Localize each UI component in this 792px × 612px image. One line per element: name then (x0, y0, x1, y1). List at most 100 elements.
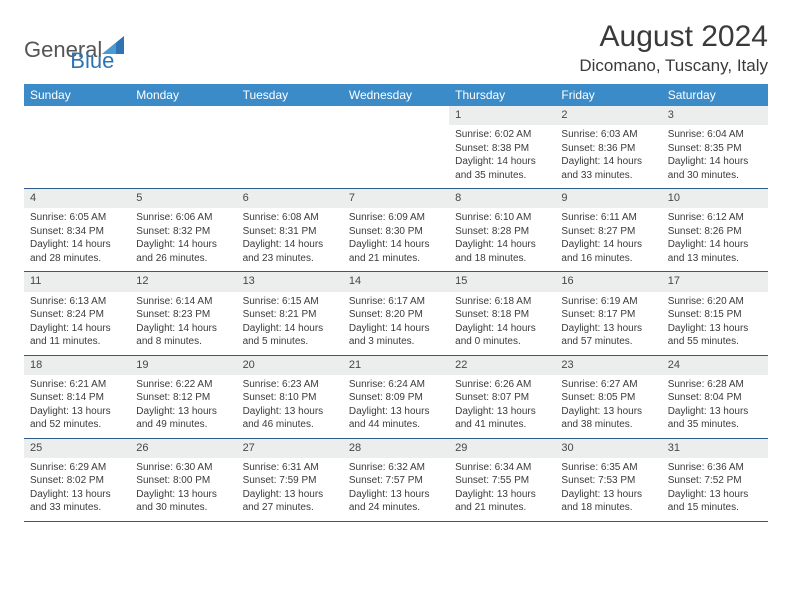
day-header: Saturday (662, 84, 768, 106)
calendar-day-cell: 26Sunrise: 6:30 AMSunset: 8:00 PMDayligh… (130, 439, 236, 521)
day-number: 4 (24, 189, 130, 208)
sunrise-text: Sunrise: 6:34 AM (455, 461, 549, 475)
day-number: 6 (237, 189, 343, 208)
sunset-text: Sunset: 8:32 PM (136, 225, 230, 239)
day-header: Sunday (24, 84, 130, 106)
sunrise-text: Sunrise: 6:32 AM (349, 461, 443, 475)
calendar-grid: SundayMondayTuesdayWednesdayThursdayFrid… (24, 84, 768, 522)
sunset-text: Sunset: 8:07 PM (455, 391, 549, 405)
day-number: 15 (449, 272, 555, 291)
calendar-day-cell: 6Sunrise: 6:08 AMSunset: 8:31 PMDaylight… (237, 189, 343, 271)
daylight-text: Daylight: 14 hours and 23 minutes. (243, 238, 337, 265)
sunrise-text: Sunrise: 6:10 AM (455, 211, 549, 225)
day-number: 20 (237, 356, 343, 375)
location-text: Dicomano, Tuscany, Italy (579, 56, 768, 76)
calendar-day-cell: 16Sunrise: 6:19 AMSunset: 8:17 PMDayligh… (555, 272, 661, 354)
daylight-text: Daylight: 13 hours and 21 minutes. (455, 488, 549, 515)
day-details: Sunrise: 6:21 AMSunset: 8:14 PMDaylight:… (24, 375, 130, 438)
day-details: Sunrise: 6:29 AMSunset: 8:02 PMDaylight:… (24, 458, 130, 521)
month-title: August 2024 (579, 20, 768, 54)
day-number: 11 (24, 272, 130, 291)
calendar-day-cell: 1Sunrise: 6:02 AMSunset: 8:38 PMDaylight… (449, 106, 555, 188)
sunset-text: Sunset: 8:17 PM (561, 308, 655, 322)
sunrise-text: Sunrise: 6:08 AM (243, 211, 337, 225)
sunrise-text: Sunrise: 6:36 AM (668, 461, 762, 475)
day-details: Sunrise: 6:13 AMSunset: 8:24 PMDaylight:… (24, 292, 130, 355)
calendar-empty-cell (343, 106, 449, 188)
calendar-day-cell: 19Sunrise: 6:22 AMSunset: 8:12 PMDayligh… (130, 356, 236, 438)
sunrise-text: Sunrise: 6:31 AM (243, 461, 337, 475)
daylight-text: Daylight: 13 hours and 44 minutes. (349, 405, 443, 432)
calendar-day-cell: 8Sunrise: 6:10 AMSunset: 8:28 PMDaylight… (449, 189, 555, 271)
day-details: Sunrise: 6:27 AMSunset: 8:05 PMDaylight:… (555, 375, 661, 438)
calendar-week-row: 18Sunrise: 6:21 AMSunset: 8:14 PMDayligh… (24, 356, 768, 439)
daylight-text: Daylight: 13 hours and 52 minutes. (30, 405, 124, 432)
calendar-day-cell: 31Sunrise: 6:36 AMSunset: 7:52 PMDayligh… (662, 439, 768, 521)
sunrise-text: Sunrise: 6:03 AM (561, 128, 655, 142)
calendar-day-cell: 30Sunrise: 6:35 AMSunset: 7:53 PMDayligh… (555, 439, 661, 521)
day-details: Sunrise: 6:08 AMSunset: 8:31 PMDaylight:… (237, 208, 343, 271)
day-details: Sunrise: 6:20 AMSunset: 8:15 PMDaylight:… (662, 292, 768, 355)
day-details: Sunrise: 6:03 AMSunset: 8:36 PMDaylight:… (555, 125, 661, 188)
daylight-text: Daylight: 13 hours and 57 minutes. (561, 322, 655, 349)
weeks-container: 1Sunrise: 6:02 AMSunset: 8:38 PMDaylight… (24, 106, 768, 522)
sunset-text: Sunset: 8:36 PM (561, 142, 655, 156)
sunrise-text: Sunrise: 6:28 AM (668, 378, 762, 392)
day-details: Sunrise: 6:09 AMSunset: 8:30 PMDaylight:… (343, 208, 449, 271)
calendar-day-cell: 15Sunrise: 6:18 AMSunset: 8:18 PMDayligh… (449, 272, 555, 354)
sunset-text: Sunset: 8:30 PM (349, 225, 443, 239)
sunset-text: Sunset: 8:23 PM (136, 308, 230, 322)
daylight-text: Daylight: 14 hours and 8 minutes. (136, 322, 230, 349)
day-header: Wednesday (343, 84, 449, 106)
daylight-text: Daylight: 14 hours and 30 minutes. (668, 155, 762, 182)
day-number: 26 (130, 439, 236, 458)
sunrise-text: Sunrise: 6:06 AM (136, 211, 230, 225)
daylight-text: Daylight: 13 hours and 27 minutes. (243, 488, 337, 515)
calendar-day-cell: 17Sunrise: 6:20 AMSunset: 8:15 PMDayligh… (662, 272, 768, 354)
day-number: 31 (662, 439, 768, 458)
day-number: 7 (343, 189, 449, 208)
calendar-day-cell: 20Sunrise: 6:23 AMSunset: 8:10 PMDayligh… (237, 356, 343, 438)
sunrise-text: Sunrise: 6:21 AM (30, 378, 124, 392)
sunrise-text: Sunrise: 6:22 AM (136, 378, 230, 392)
day-number: 14 (343, 272, 449, 291)
day-number: 30 (555, 439, 661, 458)
day-details: Sunrise: 6:19 AMSunset: 8:17 PMDaylight:… (555, 292, 661, 355)
day-header: Thursday (449, 84, 555, 106)
calendar-day-cell: 10Sunrise: 6:12 AMSunset: 8:26 PMDayligh… (662, 189, 768, 271)
sunrise-text: Sunrise: 6:26 AM (455, 378, 549, 392)
day-details: Sunrise: 6:23 AMSunset: 8:10 PMDaylight:… (237, 375, 343, 438)
day-number: 12 (130, 272, 236, 291)
sunset-text: Sunset: 7:52 PM (668, 474, 762, 488)
day-number: 21 (343, 356, 449, 375)
day-details: Sunrise: 6:04 AMSunset: 8:35 PMDaylight:… (662, 125, 768, 188)
sunset-text: Sunset: 8:00 PM (136, 474, 230, 488)
sunrise-text: Sunrise: 6:18 AM (455, 295, 549, 309)
sunrise-text: Sunrise: 6:30 AM (136, 461, 230, 475)
sunrise-text: Sunrise: 6:24 AM (349, 378, 443, 392)
day-details: Sunrise: 6:17 AMSunset: 8:20 PMDaylight:… (343, 292, 449, 355)
calendar-day-cell: 28Sunrise: 6:32 AMSunset: 7:57 PMDayligh… (343, 439, 449, 521)
sunset-text: Sunset: 8:24 PM (30, 308, 124, 322)
sunrise-text: Sunrise: 6:05 AM (30, 211, 124, 225)
day-number: 5 (130, 189, 236, 208)
day-details: Sunrise: 6:06 AMSunset: 8:32 PMDaylight:… (130, 208, 236, 271)
sunrise-text: Sunrise: 6:13 AM (30, 295, 124, 309)
calendar-day-cell: 22Sunrise: 6:26 AMSunset: 8:07 PMDayligh… (449, 356, 555, 438)
sunrise-text: Sunrise: 6:09 AM (349, 211, 443, 225)
day-number: 27 (237, 439, 343, 458)
calendar-day-cell: 14Sunrise: 6:17 AMSunset: 8:20 PMDayligh… (343, 272, 449, 354)
day-details: Sunrise: 6:14 AMSunset: 8:23 PMDaylight:… (130, 292, 236, 355)
sunset-text: Sunset: 8:02 PM (30, 474, 124, 488)
day-number: 22 (449, 356, 555, 375)
calendar-day-cell: 12Sunrise: 6:14 AMSunset: 8:23 PMDayligh… (130, 272, 236, 354)
day-number: 13 (237, 272, 343, 291)
sunset-text: Sunset: 8:15 PM (668, 308, 762, 322)
daylight-text: Daylight: 13 hours and 38 minutes. (561, 405, 655, 432)
daylight-text: Daylight: 14 hours and 35 minutes. (455, 155, 549, 182)
day-number: 8 (449, 189, 555, 208)
daylight-text: Daylight: 14 hours and 0 minutes. (455, 322, 549, 349)
day-header: Monday (130, 84, 236, 106)
calendar-day-cell: 13Sunrise: 6:15 AMSunset: 8:21 PMDayligh… (237, 272, 343, 354)
daylight-text: Daylight: 14 hours and 21 minutes. (349, 238, 443, 265)
